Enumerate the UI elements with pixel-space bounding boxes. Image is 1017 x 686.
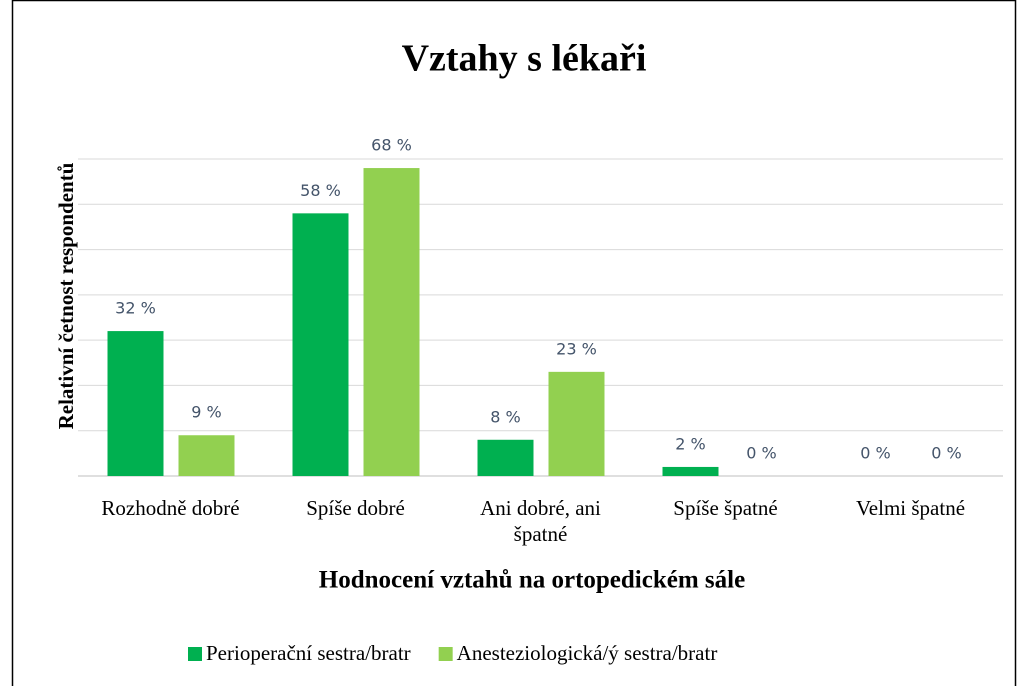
data-label: 32 % (115, 299, 156, 318)
x-tick-label: Rozhodně dobré (101, 496, 240, 520)
legend-swatch (438, 647, 453, 661)
frame (11, 0, 1017, 686)
legend-swatch (188, 647, 202, 661)
bar (107, 331, 164, 476)
x-tick-label: Velmi špatné (855, 496, 966, 520)
data-label: 0 % (746, 444, 776, 463)
bar (178, 435, 235, 476)
y-axis-title: Relativní četnost respondentů (54, 162, 78, 429)
data-label: 0 % (931, 444, 961, 463)
data-label: 23 % (556, 339, 597, 358)
data-label: 8 % (490, 407, 520, 426)
data-label: 58 % (300, 181, 341, 200)
data-label: 68 % (371, 136, 412, 155)
bar (662, 466, 719, 476)
legend-label: Perioperační sestra/bratr (206, 641, 411, 665)
chart-title: Vztahy s lékaři (402, 38, 647, 80)
data-label: 9 % (191, 403, 221, 422)
x-tick-label: Spíše špatné (673, 496, 778, 520)
x-tick-label: Ani dobré, ani špatné (480, 496, 601, 546)
data-label: 0 % (860, 444, 890, 463)
x-tick-label: Spíše dobré (306, 496, 405, 520)
bar (363, 168, 420, 477)
bar (292, 213, 349, 477)
bar (477, 439, 534, 476)
legend-label: Anesteziologická/ý sestra/bratr (457, 641, 718, 665)
x-axis-title: Hodnocení vztahů na ortopedickém sále (319, 567, 745, 594)
data-label: 2 % (675, 434, 705, 453)
bar (548, 371, 605, 476)
